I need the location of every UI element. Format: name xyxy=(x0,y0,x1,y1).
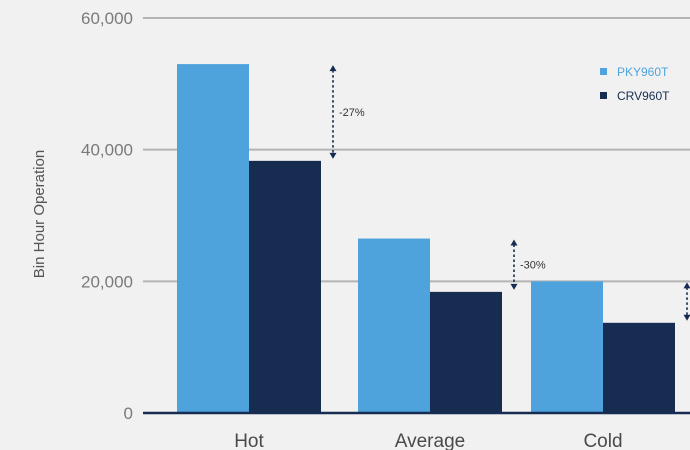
y-axis-ticks: 0 20,000 40,000 60,000 xyxy=(81,9,133,423)
arrow-head-down xyxy=(683,314,690,321)
arrow-head-down xyxy=(510,283,518,290)
difference-arrow: -30% xyxy=(683,282,690,321)
legend-item: PKY960T xyxy=(600,65,669,79)
legend-label: PKY960T xyxy=(617,65,669,79)
y-tick-label: 40,000 xyxy=(81,141,133,160)
y-axis-title: Bin Hour Operation xyxy=(31,150,48,278)
difference-arrow: -27% xyxy=(329,65,365,159)
y-tick-label: 20,000 xyxy=(81,272,133,291)
x-axis-labels: Hot Average Cold xyxy=(234,431,622,450)
difference-label: -30% xyxy=(520,260,546,272)
x-tick-label: Cold xyxy=(583,431,622,450)
legend: PKY960T CRV960T xyxy=(600,65,670,103)
arrow-head-down xyxy=(329,152,337,159)
arrow-head-up xyxy=(329,65,337,72)
difference-annotations: -27% -30% -30% xyxy=(329,65,690,321)
y-tick-label: 0 xyxy=(124,404,133,423)
bar xyxy=(249,160,321,413)
bars xyxy=(177,64,675,413)
bar xyxy=(603,322,675,413)
legend-swatch xyxy=(600,92,607,99)
legend-item: CRV960T xyxy=(600,89,670,103)
x-tick-label: Hot xyxy=(234,431,264,450)
legend-swatch xyxy=(600,68,607,75)
y-tick-label: 60,000 xyxy=(81,9,133,28)
arrow-head-up xyxy=(683,282,690,289)
difference-label: -27% xyxy=(339,107,365,119)
arrow-head-up xyxy=(510,239,518,246)
bar xyxy=(177,64,249,413)
x-tick-label: Average xyxy=(395,431,465,450)
difference-arrow: -30% xyxy=(510,239,546,290)
bar xyxy=(430,291,502,413)
legend-label: CRV960T xyxy=(617,89,670,103)
bar xyxy=(358,238,430,413)
bar xyxy=(531,281,603,413)
